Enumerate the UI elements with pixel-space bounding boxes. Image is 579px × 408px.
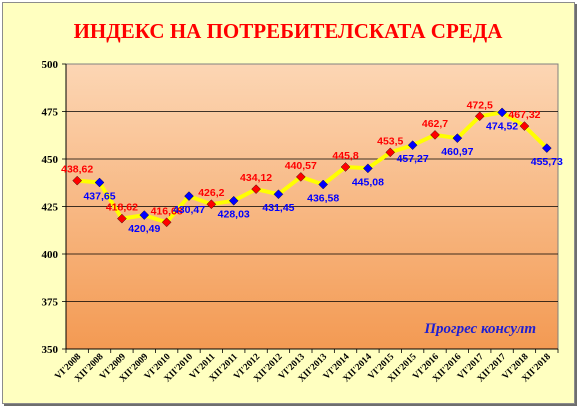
data-label: 434,12 [240, 172, 272, 184]
data-marker [474, 111, 485, 122]
data-label: 474,52 [486, 120, 518, 132]
y-tick-label: 475 [42, 107, 59, 119]
data-marker [452, 133, 463, 143]
data-marker [385, 147, 396, 158]
data-marker [296, 172, 306, 182]
data-marker [519, 121, 530, 131]
data-marker [184, 191, 194, 201]
data-marker [72, 175, 82, 186]
y-tick-label: 500 [42, 59, 59, 71]
annotation-text: Прогрес консулт [423, 321, 536, 337]
data-marker [117, 213, 127, 224]
data-marker [363, 163, 373, 174]
data-label: 418,62 [106, 202, 138, 214]
data-label: 440,57 [285, 160, 317, 172]
data-marker [206, 199, 217, 210]
data-marker [251, 184, 261, 194]
data-label: 472,5 [467, 99, 493, 111]
data-marker [228, 195, 239, 206]
series-line-path [77, 110, 549, 225]
data-marker [497, 107, 507, 118]
y-tick-label: 425 [42, 202, 59, 214]
chart-title: ИНДЕКС НА ПОТРЕБИТЕЛСКАТА СРЕДА [74, 19, 504, 43]
data-label: 430,47 [173, 204, 205, 216]
chart-canvas: ИНДЕКС НА ПОТРЕБИТЕЛСКАТА СРЕДА 350 375 40… [42, 19, 564, 385]
data-marker [161, 217, 172, 228]
data-label: 438,62 [61, 164, 93, 176]
y-tick-label: 375 [42, 297, 59, 309]
data-label: 457,27 [397, 153, 429, 165]
y-tick-label: 350 [42, 344, 59, 356]
y-tick-label: 400 [42, 249, 59, 261]
data-label: 428,03 [218, 209, 250, 221]
data-label: 416,68 [151, 205, 183, 217]
data-marker [94, 177, 105, 188]
data-label: 426,2 [198, 187, 224, 199]
y-axis: 350 375 400 425 450 475 500 [42, 59, 67, 356]
series-line [77, 110, 549, 225]
data-label: 460,97 [441, 146, 473, 158]
data-markers [72, 107, 552, 228]
data-label: 420,49 [128, 223, 160, 235]
data-marker [407, 140, 418, 150]
data-marker [318, 179, 328, 190]
x-axis: VI'2008XII'2008VI'2009XII'2009VI'2010XII… [53, 348, 559, 385]
data-label: 431,45 [262, 202, 294, 214]
data-label: 445,08 [352, 176, 384, 188]
data-marker [542, 143, 552, 153]
y-tick-label: 450 [42, 154, 59, 166]
grid-lines [66, 111, 558, 302]
data-label: 455,73 [531, 156, 563, 168]
data-label: 437,65 [83, 190, 115, 202]
data-marker [340, 162, 351, 172]
data-label: 467,32 [508, 109, 540, 121]
data-marker [139, 210, 150, 220]
data-marker [273, 189, 284, 200]
data-label: 436,58 [307, 192, 339, 204]
data-label: 462,7 [422, 118, 448, 130]
data-marker [430, 130, 440, 140]
data-label: 453,5 [377, 135, 403, 147]
chart-frame: ИНДЕКС НА ПОТРЕБИТЕЛСКАТА СРЕДА 350 375 40… [2, 2, 575, 404]
data-label: 445,8 [332, 150, 358, 162]
